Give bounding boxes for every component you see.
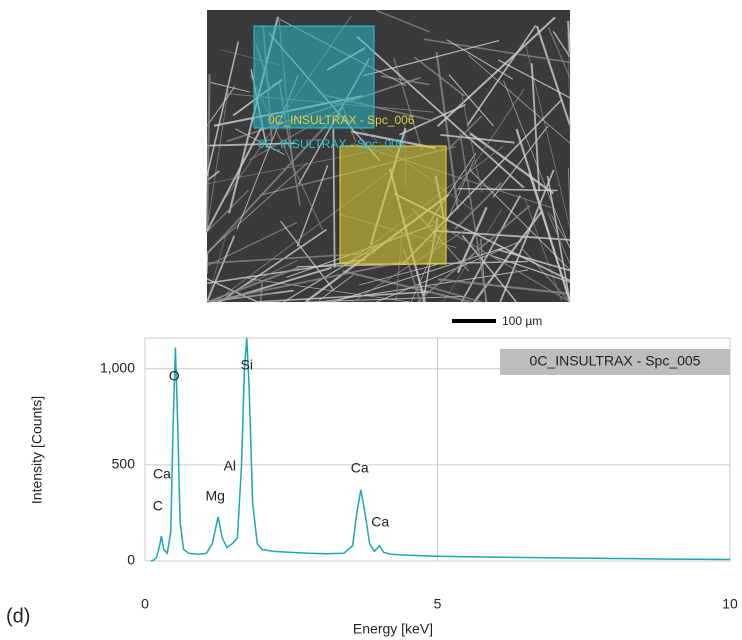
panel-label: (d) bbox=[6, 605, 30, 627]
peak-label: Ca bbox=[371, 514, 389, 530]
y-tick-label: 1,000 bbox=[100, 359, 135, 375]
spot-label: 0C_INSULTRAX - Spc_006 bbox=[268, 113, 415, 127]
peak-label: Ca bbox=[351, 460, 369, 476]
peak-label: O bbox=[169, 368, 180, 384]
y-tick-label: 0 bbox=[127, 552, 135, 568]
y-axis-label: Intensity [Counts] bbox=[29, 396, 45, 504]
scale-label: 100 µm bbox=[502, 314, 542, 328]
peak-label: Al bbox=[224, 458, 236, 474]
x-tick-label: 0 bbox=[141, 596, 149, 612]
spot-label: 0C_INSULTRAX - Spc_005 bbox=[258, 137, 405, 151]
peak-label: Mg bbox=[205, 488, 224, 504]
peak-label: Si bbox=[241, 357, 253, 373]
peak-label: C bbox=[153, 498, 163, 514]
y-tick-label: 500 bbox=[112, 456, 136, 472]
spot-006 bbox=[340, 146, 446, 264]
figure: 0C_INSULTRAX - Spc_006 0C_INSULTRAX - Sp… bbox=[0, 0, 742, 640]
x-tick-label: 5 bbox=[434, 596, 442, 612]
peak-label: Ca bbox=[153, 466, 171, 482]
x-tick-label: 10 bbox=[722, 596, 738, 612]
x-axis-label: Energy [keV] bbox=[353, 621, 433, 637]
legend-label: 0C_INSULTRAX - Spc_005 bbox=[530, 353, 701, 369]
